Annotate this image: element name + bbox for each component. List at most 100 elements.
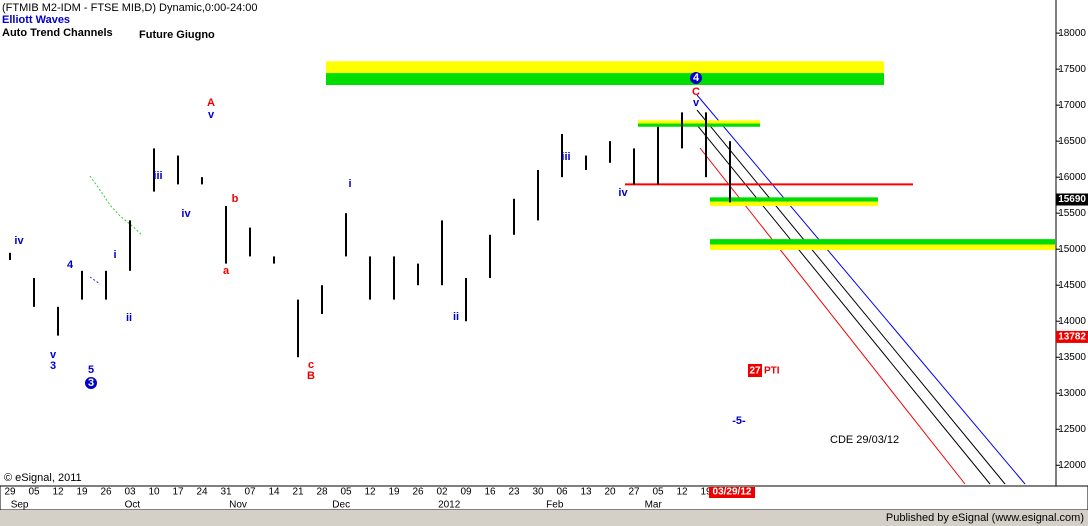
wave-label: -5- [732,415,746,427]
wave-label: 5 [88,364,94,376]
wave-label: a [223,265,230,277]
zone-upper [710,239,1055,245]
y-tick-label: 12000 [1058,460,1086,471]
x-tick-label: 26 [100,487,112,498]
month-label: Dec [332,500,350,511]
wave-circle [85,377,97,389]
month-label: Sep [11,500,29,511]
wave-label: iii [561,151,570,163]
x-tick-label: 24 [196,487,208,498]
x-tick-label: 03 [124,487,136,498]
wave-label: iv [181,208,191,220]
y-tick-label: 13500 [1058,352,1086,363]
x-tick-label: 09 [460,487,472,498]
x-tick-label: 17 [172,487,184,498]
x-tick-label: 12 [52,487,64,498]
x-axis-band [0,485,1088,511]
trend-line [696,109,1006,485]
x-tick-label: 05 [340,487,352,498]
wave-label: iii [153,170,162,182]
x-tick-label: 28 [316,487,328,498]
price-badge-label: 13782 [1058,332,1086,343]
wave-label: 3 [88,377,94,389]
x-tick-label: 05 [28,487,40,498]
zone-lower [638,123,760,127]
publisher: Published by eSignal (www.esignal.com) [886,512,1084,524]
x-tick-label: 05 [652,487,664,498]
wave-label: v [50,349,57,361]
pti-value: 27 [749,366,761,377]
x-tick-label: 21 [292,487,304,498]
wave-label: i [113,249,116,261]
wave-label: iv [14,235,24,247]
y-tick-label: 14000 [1058,316,1086,327]
zone-lower [326,73,884,85]
study-label: Elliott Waves [2,14,70,26]
price-badge [1056,193,1088,206]
y-tick-label: 12500 [1058,424,1086,435]
x-tick-label: 14 [268,487,280,498]
wave-label: b [232,193,239,205]
x-tick-label: 06 [556,487,568,498]
wave-label: 4 [693,72,700,84]
x-tick-label: 10 [148,487,160,498]
zone-upper [638,120,760,124]
wave-label: ii [126,312,132,324]
zone-upper [710,197,878,202]
wave-label: v [208,109,215,121]
y-tick-label: 14500 [1058,280,1086,291]
study-label: Auto Trend Channels [2,27,113,39]
trend-line [696,94,1026,485]
y-tick-label: 15000 [1058,244,1086,255]
y-tick-label: 16500 [1058,136,1086,147]
pti-label: PTI [764,366,780,377]
month-label: Oct [125,500,141,511]
status-bar [0,510,1088,526]
x-tick-label: 19 [76,487,88,498]
month-label: Feb [546,500,564,511]
wave-circle [690,72,702,84]
x-tick-label: 12 [364,487,376,498]
x-tick-label: 12 [676,487,688,498]
x-tick-label: 16 [484,487,496,498]
y-tick-label: 18000 [1058,28,1086,39]
wave-label: ii [453,311,459,323]
month-label: Mar [645,500,663,511]
x-tick-label: 13 [580,487,592,498]
wave-label: i [348,178,351,190]
price-badge [1056,330,1088,343]
price-badge-label: 15690 [1058,194,1086,205]
x-tick-label: 23 [508,487,520,498]
chart-title: Future Giugno [139,29,215,41]
month-label: 2012 [438,500,461,511]
x-tick-label: 31 [220,487,232,498]
wave-label: A [207,97,215,109]
y-tick-label: 16000 [1058,172,1086,183]
x-tick-label: 02 [436,487,448,498]
date-highlight [709,487,755,498]
wave-label: c [308,359,314,371]
wave-label: v [693,97,700,109]
x-tick-label: 27 [628,487,640,498]
wave-label: 3 [50,360,56,372]
x-tick-label: 07 [244,487,256,498]
zone-lower [710,201,878,206]
y-tick-label: 17000 [1058,100,1086,111]
copyright: © eSignal, 2011 [4,472,82,484]
x-tick-label: 03/29/12 [713,487,752,498]
y-tick-label: 13000 [1058,388,1086,399]
wave-path [89,175,143,236]
wave-label: C [692,86,700,98]
zone-lower [710,244,1055,250]
zone-upper [326,61,884,74]
pti-box [748,364,762,377]
x-tick-label: 20 [604,487,616,498]
x-tick-label: 30 [532,487,544,498]
y-tick-label: 15500 [1058,208,1086,219]
y-tick-label: 17500 [1058,64,1086,75]
header: (FTMIB M2-IDM - FTSE MIB,D) Dynamic,0:00… [2,2,257,14]
footnote: CDE 29/03/12 [830,434,899,446]
wave-label: 4 [67,259,74,271]
